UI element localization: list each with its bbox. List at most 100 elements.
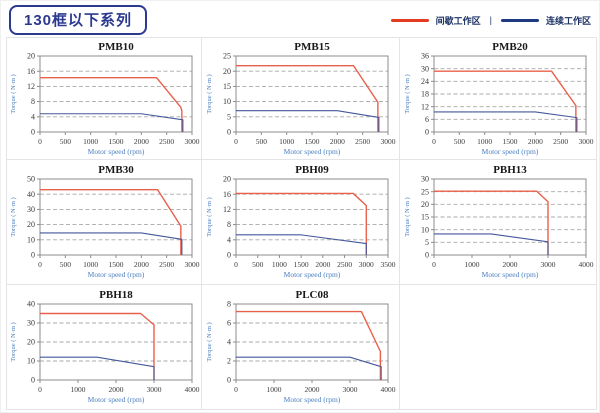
y-tick-label: 12 [27,82,35,91]
x-axis-label: Motor speed (rpm) [284,270,341,279]
x-axis-label: Motor speed (rpm) [284,395,341,404]
y-tick-label: 4 [227,338,231,347]
y-axis-label: Torque ( N·m ) [10,197,17,236]
x-tick-label: 500 [59,260,71,269]
y-tick-label: 2 [227,357,231,366]
chart-title: PMB20 [492,41,528,53]
x-axis-label: Motor speed (rpm) [87,147,144,156]
chart-title: PBH13 [493,164,527,176]
intermittent-series [433,70,577,132]
chart-grid: PMB10 0 4 8 12 16 20 0 500 1000 1500 2000 2500 3000 Mo… [6,37,597,410]
y-tick-label: 16 [223,190,231,199]
chart-title: PBH09 [295,164,329,176]
x-tick-label: 2000 [502,260,517,269]
y-axis-label: Torque ( N·m ) [206,197,213,236]
x-tick-label: 1000 [477,137,492,146]
y-tick-label: 5 [227,112,231,121]
x-tick-label: 1500 [108,260,123,269]
intermittent-series [236,64,379,132]
x-tick-label: 2000 [305,385,320,394]
plot-frame [39,178,192,256]
intermittent-series [39,312,155,380]
x-axis-label: Motor speed (rpm) [481,147,538,156]
chart-cell-PMB30: PMB30 0 10 20 30 40 50 0 500 1000 1500 2000 2500 3000… [7,160,202,285]
chart-title: PMB15 [294,41,330,53]
y-tick-label: 0 [227,251,231,260]
x-tick-label: 2500 [355,137,370,146]
x-tick-label: 2000 [133,260,148,269]
y-tick-label: 25 [223,51,231,60]
y-tick-label: 0 [31,127,35,136]
page-title-text: 130框以下系列 [24,12,133,29]
y-tick-label: 0 [425,251,429,260]
intermittent-series [39,188,182,255]
continuous-series [236,356,382,380]
continuous-series [433,233,549,255]
plot-frame [235,55,389,132]
y-tick-label: 16 [27,66,35,75]
x-tick-label: 1000 [70,385,85,394]
y-tick-label: 20 [27,220,35,229]
page-title: 130框以下系列 [9,5,148,35]
x-tick-label: 0 [38,385,42,394]
y-tick-label: 20 [27,51,35,60]
x-tick-label: 1500 [305,137,320,146]
y-tick-label: 18 [421,89,429,98]
x-tick-label: 2500 [159,137,174,146]
y-tick-label: 30 [421,175,429,184]
header: 130框以下系列 间歇工作区 | 连续工作区 [1,1,599,37]
y-tick-label: 20 [421,200,429,209]
x-tick-label: 500 [256,137,268,146]
x-tick-label: 3000 [184,260,199,269]
x-tick-label: 1000 [464,260,479,269]
x-tick-label: 0 [234,137,238,146]
chart-title: PMB30 [98,164,134,176]
x-tick-label: 0 [432,137,436,146]
x-tick-label: 4000 [578,260,593,269]
x-tick-label: 3000 [146,385,161,394]
intermittent-series [433,190,549,255]
x-tick-label: 2000 [108,385,123,394]
continuous-series [236,109,380,132]
chart-plot: PBH13 0 5 10 15 20 25 30 0 1000 2000 3000 4000 Motor … [404,164,594,279]
x-tick-label: 500 [59,137,71,146]
chart-title: PBH18 [99,289,133,301]
y-axis-label: Torque ( N·m ) [206,74,213,113]
y-tick-label: 0 [31,376,35,385]
x-tick-label: 3500 [381,260,396,269]
x-tick-label: 2500 [553,137,568,146]
continuous-series [433,110,577,132]
x-tick-label: 1000 [272,260,287,269]
y-tick-label: 10 [421,225,429,234]
y-tick-label: 30 [27,205,35,214]
intermittent-series [39,76,183,132]
chart-cell-PMB15: PMB15 0 5 10 15 20 25 0 500 1000 1500 2000 2500 3000 M… [202,38,400,160]
x-tick-label: 4000 [381,385,396,394]
y-axis-label: Torque ( N·m ) [404,74,411,113]
x-tick-label: 1500 [294,260,309,269]
x-axis-label: Motor speed (rpm) [87,270,144,279]
intermittent-series [236,310,382,380]
x-tick-label: 0 [432,260,436,269]
y-tick-label: 20 [27,338,35,347]
y-tick-label: 0 [227,376,231,385]
y-tick-label: 40 [27,190,35,199]
legend: 间歇工作区 | 连续工作区 [390,14,591,27]
x-axis-label: Motor speed (rpm) [481,270,538,279]
chart-plot: PBH18 0 10 20 30 40 0 1000 2000 3000 4000 Motor spe… [10,289,200,404]
x-axis-label: Motor speed (rpm) [87,395,144,404]
y-tick-label: 0 [227,127,231,136]
y-tick-label: 10 [27,357,35,366]
y-tick-label: 50 [27,175,35,184]
continuous-series [39,356,155,380]
y-tick-label: 5 [425,238,429,247]
x-tick-label: 1000 [267,385,282,394]
x-tick-label: 1000 [83,137,98,146]
x-tick-label: 2000 [315,260,330,269]
x-tick-label: 2000 [527,137,542,146]
y-tick-label: 4 [227,235,231,244]
chart-plot: PMB20 0 6 12 18 24 30 36 0 500 1000 1500 2000 2500 300… [404,41,594,156]
continuous-series [39,112,183,132]
x-axis-label: Motor speed (rpm) [284,147,341,156]
